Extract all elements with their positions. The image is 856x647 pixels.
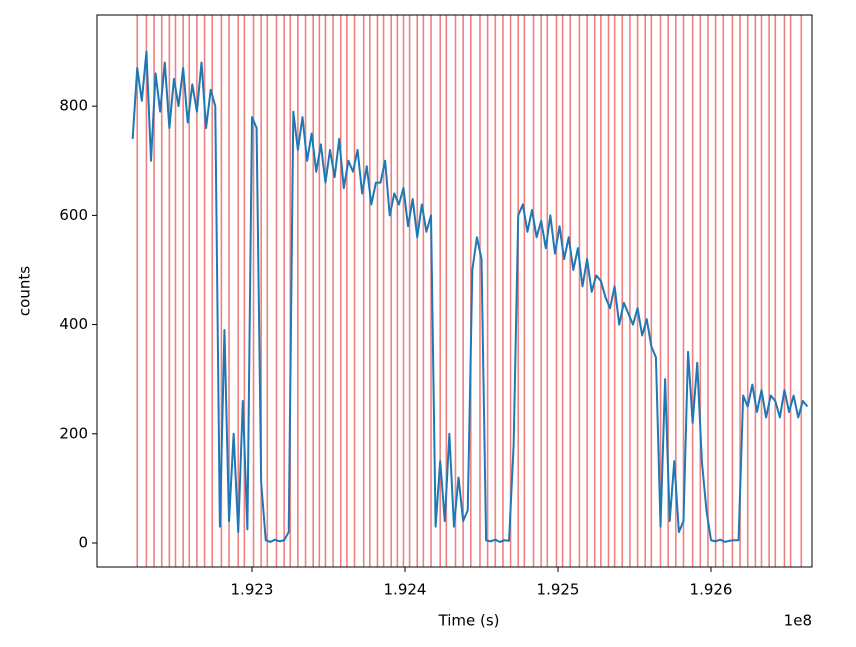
axes-frame xyxy=(96,14,813,568)
x-tick-label: 1.923 xyxy=(231,581,274,599)
x-tick-label: 1.925 xyxy=(537,581,580,599)
y-tick-label: 200 xyxy=(59,424,88,442)
x-tick-label: 1.926 xyxy=(690,581,733,599)
data-line xyxy=(131,50,809,543)
x-tick-label: 1.924 xyxy=(384,581,427,599)
y-tick-label: 600 xyxy=(59,206,88,224)
plot-area xyxy=(131,15,809,567)
y-tick-label: 800 xyxy=(59,97,88,115)
y-tick-label: 0 xyxy=(78,533,88,551)
y-tick-label: 400 xyxy=(59,315,88,333)
y-axis-label: counts xyxy=(16,266,34,316)
x-offset-label: 1e8 xyxy=(784,612,812,630)
x-axis-label: Time (s) xyxy=(438,612,500,630)
